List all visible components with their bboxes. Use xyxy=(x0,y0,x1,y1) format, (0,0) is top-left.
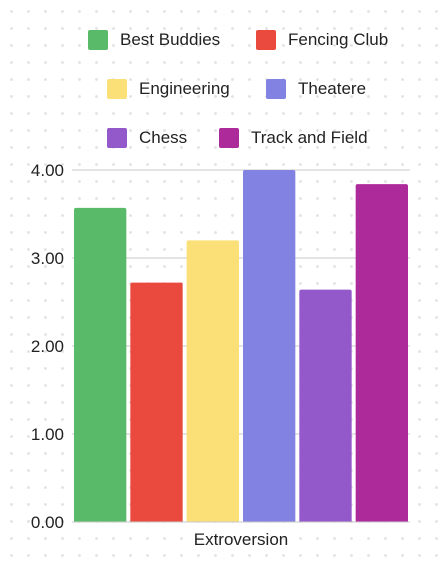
legend-label: Theatere xyxy=(298,79,367,98)
legend-swatch xyxy=(107,128,127,148)
x-category-label: Extroversion xyxy=(194,530,288,549)
legend-item: Theatere xyxy=(266,79,366,99)
bar-theatere xyxy=(243,170,296,522)
bar-track-and-field xyxy=(355,184,408,522)
bar-fencing-club xyxy=(130,282,183,522)
legend-item: Fencing Club xyxy=(256,30,388,50)
bar-chess xyxy=(299,289,352,522)
legend-item: Track and Field xyxy=(219,128,368,148)
y-tick-label: 0.00 xyxy=(31,513,64,532)
legend-label: Chess xyxy=(139,128,188,147)
bar-engineering xyxy=(186,240,239,522)
legend-swatch xyxy=(219,128,239,148)
bar-best-buddies xyxy=(74,207,127,522)
legend-swatch xyxy=(266,79,286,99)
y-tick-label: 2.00 xyxy=(31,337,64,356)
y-tick-label: 3.00 xyxy=(31,249,64,268)
legend-swatch xyxy=(107,79,127,99)
y-tick-label: 1.00 xyxy=(31,425,64,444)
legend-swatch xyxy=(88,30,108,50)
legend-label: Fencing Club xyxy=(288,30,389,49)
legend-label: Track and Field xyxy=(251,128,368,147)
legend-label: Best Buddies xyxy=(120,30,221,49)
legend-item: Chess xyxy=(107,128,187,148)
legend-swatch xyxy=(256,30,276,50)
y-tick-label: 4.00 xyxy=(31,161,64,180)
legend-item: Best Buddies xyxy=(88,30,220,50)
legend-label: Engineering xyxy=(139,79,230,98)
legend-item: Engineering xyxy=(107,79,230,99)
